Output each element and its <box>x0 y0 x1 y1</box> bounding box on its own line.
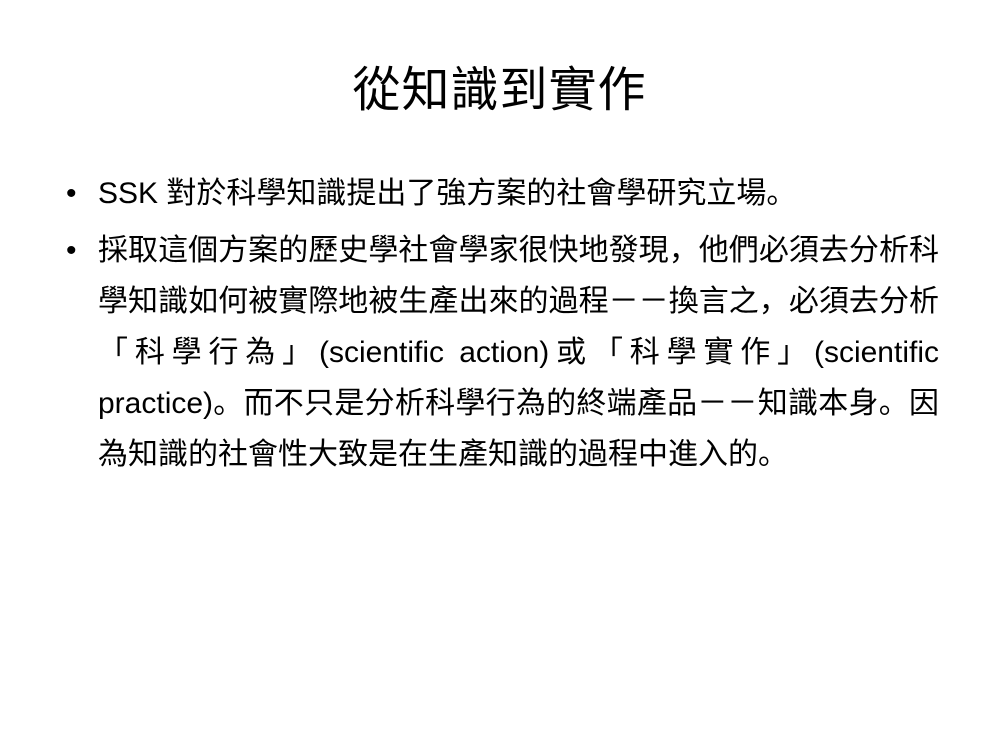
list-item: SSK 對於科學知識提出了強方案的社會學研究立場。 <box>60 168 939 219</box>
list-item: 採取這個方案的歷史學社會學家很快地發現，他們必須去分析科學知識如何被實際地被生產… <box>60 225 939 480</box>
bullet-list: SSK 對於科學知識提出了強方案的社會學研究立場。 採取這個方案的歷史學社會學家… <box>60 168 939 480</box>
slide-title: 從知識到實作 <box>60 50 939 120</box>
